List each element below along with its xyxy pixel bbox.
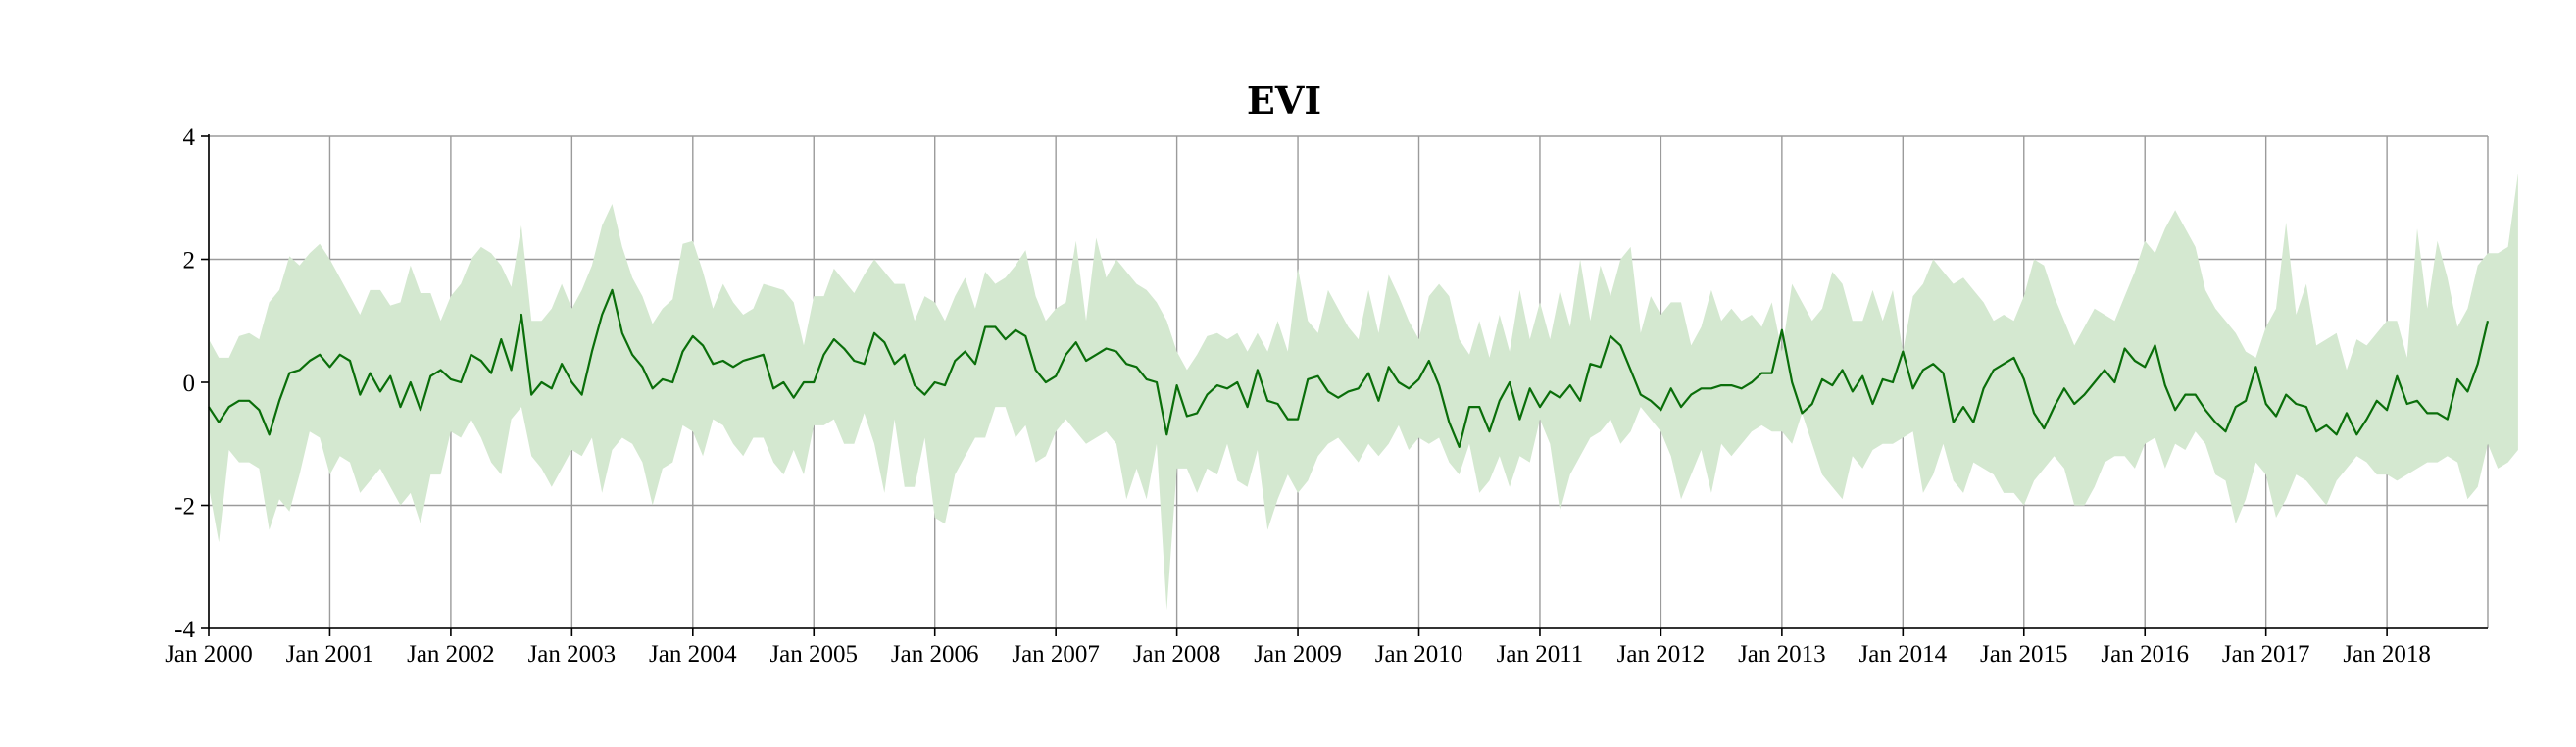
x-tick-label: Jan 2004 [649, 641, 737, 668]
x-tick-labels: Jan 2000 Jan 2001 Jan 2002 Jan 2003 Jan 2004… [165, 641, 2431, 668]
x-tick-label: Jan 2002 [407, 641, 495, 668]
x-tick-label: Jan 2007 [1012, 641, 1100, 668]
x-tick-label: Jan 2012 [1617, 641, 1706, 668]
x-tick-label: Jan 2011 [1497, 641, 1584, 668]
evi-series-line [208, 288, 2490, 448]
x-tick-label: Jan 2016 [2101, 641, 2189, 668]
x-tick-label: Jan 2006 [891, 641, 979, 668]
y-tick-label: -2 [174, 494, 195, 521]
x-tick-label: Jan 2000 [165, 641, 253, 668]
y-tick-label: 2 [183, 248, 196, 274]
x-tick-label: Jan 2015 [1980, 641, 2068, 668]
y-tick-label: 0 [183, 371, 196, 397]
x-tick-label: Jan 2017 [2222, 641, 2310, 668]
x-tick-label: Jan 2013 [1738, 641, 1826, 668]
x-tick-label: Jan 2001 [286, 641, 374, 668]
chart-title: EVI [1247, 78, 1321, 123]
axes [201, 134, 2488, 636]
x-tick-label: Jan 2014 [1859, 641, 1948, 668]
y-tick-label: 4 [183, 124, 196, 151]
y-tick-labels: 4 2 0 -2 -4 [174, 124, 195, 643]
y-tick-label: -4 [174, 617, 195, 643]
x-tick-label: Jan 2003 [528, 641, 617, 668]
uncertainty-band [209, 173, 2518, 611]
x-tick-label: Jan 2005 [769, 641, 858, 668]
x-tick-label: Jan 2008 [1133, 641, 1221, 668]
x-tick-label: Jan 2009 [1254, 641, 1342, 668]
x-tick-label: Jan 2010 [1375, 641, 1463, 668]
x-tick-label: Jan 2018 [2343, 641, 2431, 668]
